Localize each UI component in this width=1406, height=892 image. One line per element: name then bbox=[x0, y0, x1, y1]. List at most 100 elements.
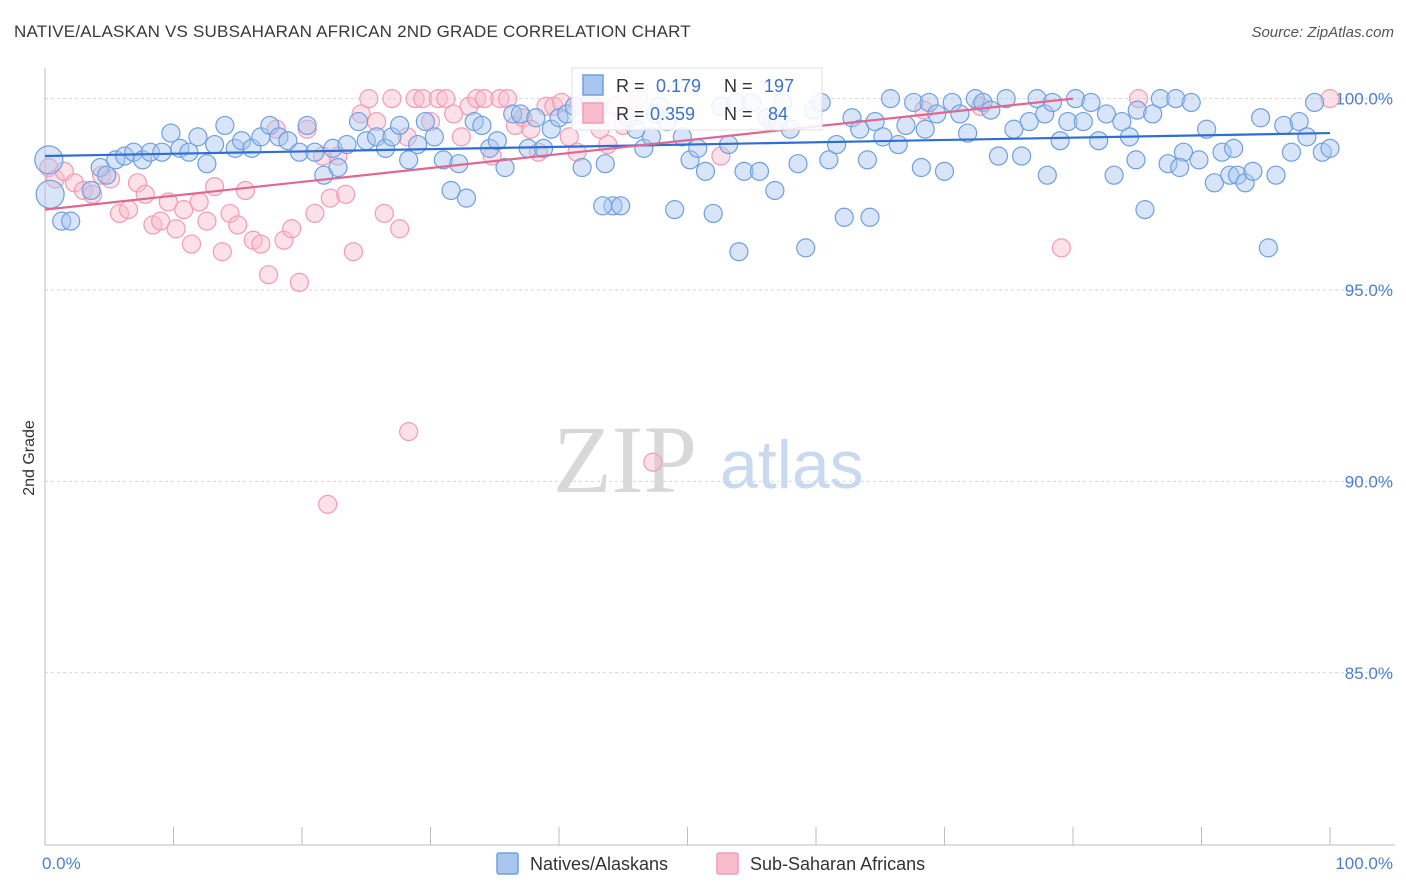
legend-label-natives: Natives/Alaskans bbox=[530, 854, 668, 874]
data-point bbox=[181, 234, 202, 254]
data-point bbox=[127, 173, 148, 193]
data-point bbox=[1019, 111, 1039, 132]
y-tick-label: 90.0% bbox=[1345, 472, 1393, 491]
y-tick-label: 85.0% bbox=[1345, 664, 1393, 683]
data-point bbox=[152, 142, 172, 162]
data-point bbox=[1158, 154, 1178, 174]
data-point bbox=[1104, 165, 1124, 185]
data-point bbox=[541, 119, 561, 139]
stats-swatch-pink bbox=[582, 102, 604, 124]
trend-line-sub-saharan bbox=[44, 97, 1074, 211]
data-point bbox=[274, 230, 294, 250]
data-point bbox=[235, 180, 256, 201]
data-point bbox=[399, 150, 419, 170]
data-point bbox=[441, 180, 461, 201]
data-point bbox=[1112, 111, 1132, 132]
data-point bbox=[1181, 92, 1201, 113]
data-point bbox=[1126, 150, 1146, 170]
data-point bbox=[934, 161, 955, 181]
data-point bbox=[1281, 142, 1302, 162]
data-point bbox=[174, 200, 194, 220]
stats-box: R = 0.179 N = 197 R = 0.359 N = 84 bbox=[571, 67, 823, 131]
stat-n-value-1: 197 bbox=[764, 76, 794, 96]
data-point bbox=[1127, 100, 1147, 120]
data-point bbox=[888, 134, 908, 155]
data-point bbox=[734, 161, 754, 181]
data-point bbox=[408, 134, 428, 155]
data-point bbox=[348, 111, 369, 132]
data-point bbox=[826, 134, 847, 155]
data-point bbox=[1289, 111, 1309, 132]
data-point bbox=[1197, 119, 1217, 139]
data-point bbox=[420, 111, 441, 132]
data-point bbox=[1011, 146, 1032, 166]
data-point bbox=[351, 104, 371, 124]
data-point bbox=[1304, 92, 1325, 113]
data-point bbox=[337, 134, 357, 155]
legend-label-sub-saharan: Sub-Saharan Africans bbox=[750, 854, 925, 874]
data-point bbox=[428, 89, 448, 109]
data-point bbox=[467, 89, 487, 109]
data-point bbox=[919, 92, 939, 113]
data-point bbox=[595, 154, 615, 174]
data-point bbox=[857, 150, 878, 170]
data-point bbox=[788, 154, 808, 174]
data-point bbox=[297, 115, 317, 136]
data-point bbox=[593, 196, 613, 216]
data-point bbox=[981, 100, 1001, 120]
data-point bbox=[1204, 173, 1224, 193]
data-point bbox=[1037, 165, 1057, 185]
data-point bbox=[551, 92, 572, 113]
data-point bbox=[1297, 127, 1317, 147]
data-point bbox=[1320, 89, 1340, 109]
data-point bbox=[1224, 138, 1244, 158]
data-point bbox=[472, 115, 492, 136]
data-point bbox=[1251, 108, 1271, 128]
trend-lines bbox=[44, 97, 1331, 211]
watermark-atlas: atlas bbox=[720, 427, 864, 503]
chart-title: NATIVE/ALASKAN VS SUBSAHARAN AFRICAN 2ND… bbox=[14, 22, 691, 41]
data-point bbox=[860, 207, 880, 227]
data-point bbox=[399, 422, 419, 442]
data-point bbox=[135, 184, 155, 204]
data-point bbox=[1150, 89, 1170, 109]
data-point bbox=[915, 119, 935, 139]
data-point bbox=[375, 138, 396, 158]
data-point bbox=[382, 127, 402, 147]
data-point bbox=[35, 179, 65, 209]
data-point bbox=[896, 115, 916, 136]
data-point bbox=[140, 142, 160, 162]
data-point bbox=[1073, 111, 1093, 132]
data-point bbox=[1320, 138, 1340, 158]
data-point bbox=[950, 104, 970, 124]
data-point bbox=[289, 272, 310, 292]
stat-n-label-1: N = bbox=[724, 76, 753, 96]
data-point bbox=[212, 242, 232, 262]
data-point bbox=[390, 219, 410, 239]
data-point bbox=[39, 157, 59, 178]
stat-n-value-2: 84 bbox=[768, 104, 788, 124]
stat-r-label-1: R = bbox=[616, 76, 645, 96]
stat-r-value-2: 0.359 bbox=[650, 104, 695, 124]
data-point bbox=[1081, 92, 1101, 113]
data-point bbox=[81, 180, 101, 201]
data-point bbox=[1227, 165, 1248, 185]
data-point bbox=[498, 89, 518, 109]
data-point bbox=[318, 494, 338, 514]
data-point bbox=[1166, 89, 1186, 109]
stat-n-label-2: N = bbox=[724, 104, 753, 124]
data-point bbox=[672, 127, 692, 147]
x-tick-label: 0.0% bbox=[42, 854, 81, 873]
data-point bbox=[97, 165, 117, 185]
data-point bbox=[215, 115, 235, 136]
data-point bbox=[1173, 142, 1194, 162]
data-point bbox=[328, 157, 348, 178]
data-point bbox=[487, 131, 507, 151]
stats-swatch-blue bbox=[582, 74, 604, 96]
data-point bbox=[359, 89, 379, 109]
data-point bbox=[413, 89, 433, 109]
data-point bbox=[611, 196, 631, 216]
data-point bbox=[278, 131, 298, 151]
data-point bbox=[1135, 200, 1155, 220]
data-point bbox=[61, 211, 81, 231]
